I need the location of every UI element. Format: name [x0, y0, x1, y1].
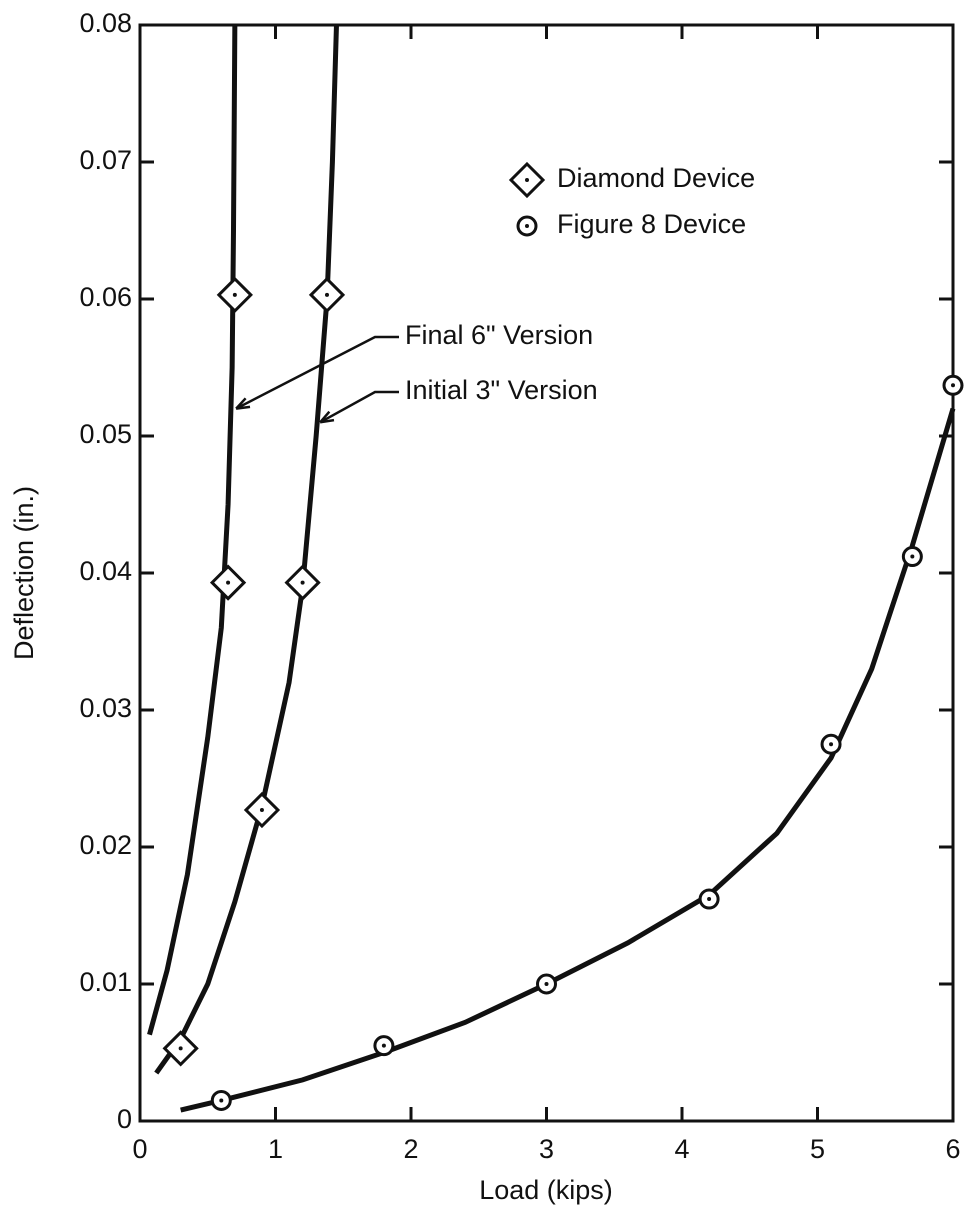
y-tick-label: 0.02 — [79, 830, 132, 860]
x-tick-label: 3 — [539, 1134, 554, 1164]
curve — [147, 24, 238, 1036]
curve — [180, 407, 956, 1113]
legend-label: Diamond Device — [557, 163, 755, 193]
y-tick-label: 0.05 — [79, 419, 132, 449]
y-tick-label: 0.07 — [79, 145, 132, 175]
x-tick-label: 6 — [945, 1134, 960, 1164]
point-dot — [324, 292, 329, 297]
point-dot — [910, 554, 915, 559]
point-dot — [707, 897, 712, 902]
y-tick-label: 0.03 — [79, 693, 132, 723]
y-axis-label: Deflection (in.) — [9, 486, 39, 660]
point-dot — [232, 292, 237, 297]
x-tick-label: 5 — [810, 1134, 825, 1164]
y-tick-label: 0.08 — [79, 8, 132, 38]
y-tick-label: 0.06 — [79, 282, 132, 312]
annotation-arrowhead — [235, 397, 251, 410]
point-dot — [381, 1043, 386, 1048]
x-tick-label: 4 — [674, 1134, 689, 1164]
y-tick-label: 0.04 — [79, 556, 132, 586]
point-dot — [544, 982, 549, 986]
point-dot — [300, 580, 305, 585]
annotation-arrowhead — [319, 410, 335, 424]
x-tick-label: 2 — [403, 1134, 418, 1164]
legend-marker-dot — [525, 178, 529, 182]
curve-label: Final 6" Version — [405, 320, 593, 350]
legend-marker-dot — [525, 224, 529, 228]
y-tick-label: 0.01 — [79, 967, 132, 997]
point-dot — [951, 383, 955, 388]
plot-frame — [138, 23, 955, 1123]
y-tick-label: 0 — [117, 1104, 132, 1134]
point-dot — [259, 808, 264, 813]
point-dot — [829, 742, 834, 747]
curve-label: Initial 3" Version — [405, 375, 598, 405]
point-dot — [226, 580, 231, 585]
x-axis-label: Load (kips) — [479, 1175, 613, 1205]
legend-label: Figure 8 Device — [557, 209, 746, 239]
point-dot — [219, 1098, 224, 1103]
x-tick-label: 1 — [268, 1134, 283, 1164]
curve — [154, 24, 339, 1075]
point-dot — [178, 1046, 183, 1051]
annotation-arrow — [235, 335, 399, 410]
annotation-arrow — [319, 390, 399, 424]
x-tick-label: 0 — [132, 1134, 147, 1164]
